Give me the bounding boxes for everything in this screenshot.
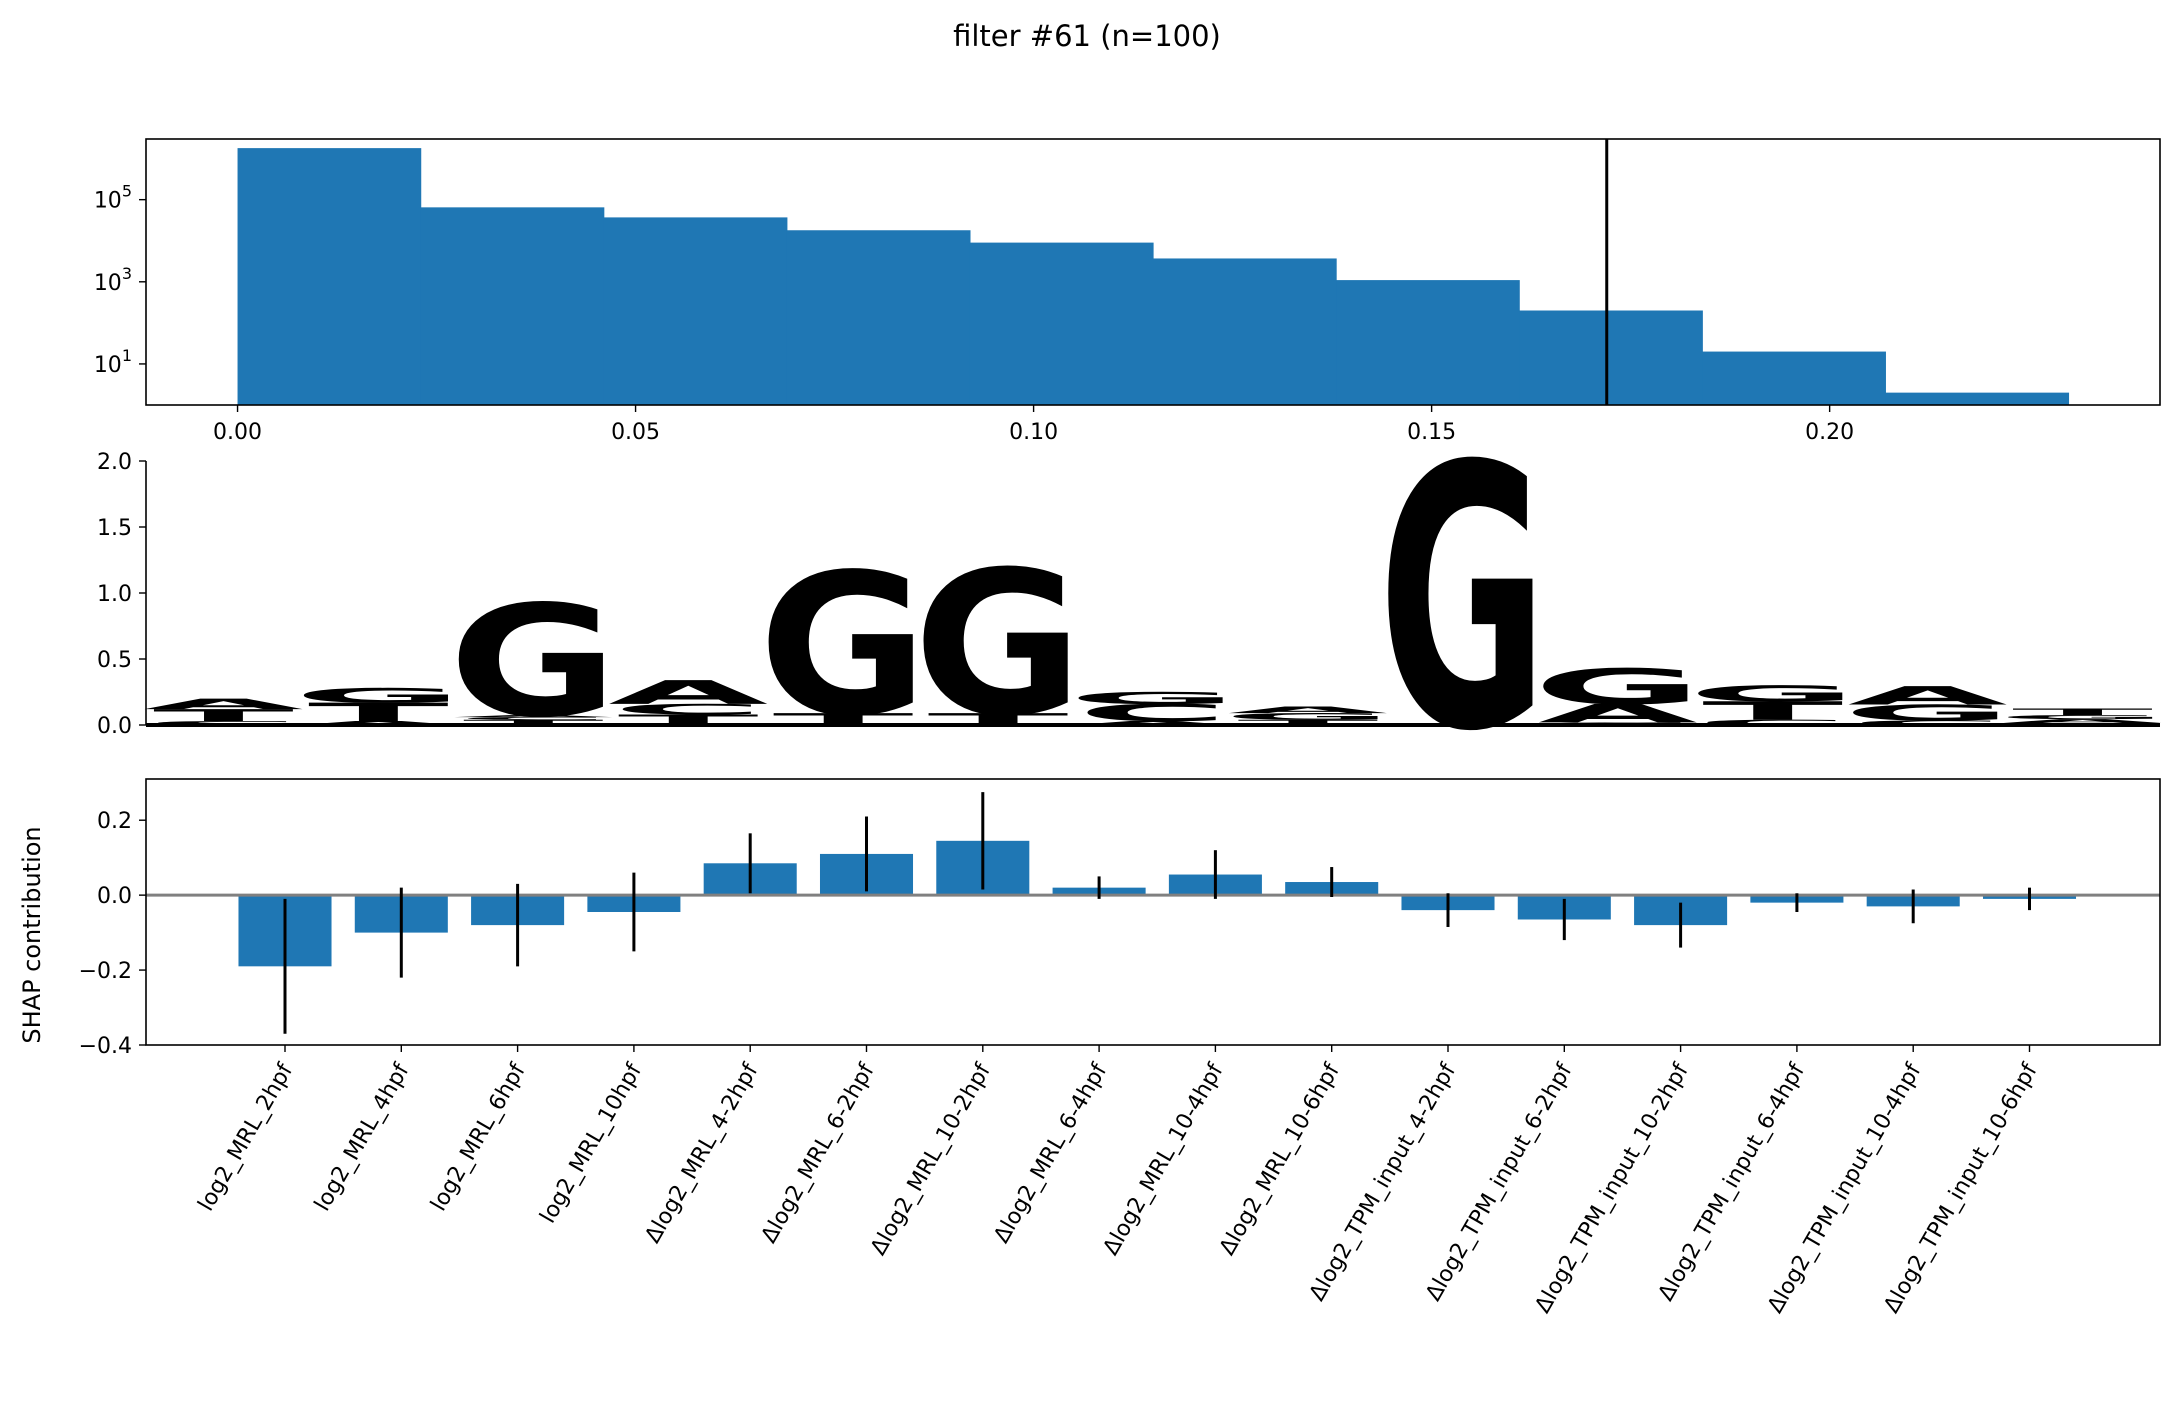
shap-x-tick-label: Δlog2_MRL_6-2hpf — [757, 1058, 881, 1247]
logo-letter-G: G — [294, 684, 464, 707]
histogram-bin — [786, 230, 971, 405]
histogram-y-tick-label: 101 — [94, 346, 132, 378]
logo-letter-C: C — [1852, 719, 2004, 726]
logo-y-tick-label: 1.0 — [97, 582, 132, 607]
logo-letter-T: T — [308, 697, 449, 727]
logo-letter-C: C — [612, 701, 764, 718]
shap-y-axis-label: SHAP contribution — [18, 826, 46, 1043]
logo-letter-G: G — [758, 532, 928, 759]
logo-letter-G: G — [1378, 391, 1548, 811]
shap-x-tick-label: Δlog2_MRL_10-4hpf — [1099, 1058, 1230, 1259]
histogram-bin — [1336, 280, 1520, 405]
shap-x-tick-label: log2_MRL_6hpf — [426, 1058, 531, 1215]
logo-letter-T: T — [153, 706, 294, 725]
logo-letter-A: A — [1228, 705, 1388, 716]
logo-letter-A: A — [1848, 681, 2008, 711]
logo-letter-A: A — [453, 715, 613, 718]
logo-y-tick-label: 2.0 — [97, 450, 132, 475]
histogram-x-tick-label: 0.10 — [1009, 420, 1058, 445]
shap-y-tick-label: −0.4 — [79, 1034, 132, 1059]
shap-y-tick-label: 0.2 — [97, 809, 132, 834]
histogram-x-tick-label: 0.15 — [1407, 420, 1456, 445]
sequence-logo-panel: CTAATGTCAGTCATGTGACGTGAGCAGCTGCGACAGT0.0… — [97, 391, 2167, 811]
logo-letter-G: G — [1068, 689, 1238, 708]
histogram-bin — [1885, 392, 2070, 405]
logo-letter-T: T — [463, 718, 604, 726]
histogram-frame — [145, 138, 2161, 406]
logo-letter-C: C — [457, 716, 609, 720]
histogram-panel: 0.00 0.05 0.10 0.15 0.20 101 103 105 — [94, 138, 2161, 445]
logo-letter-A: A — [143, 696, 303, 713]
shap-bar-panel: SHAP contribution −0.4 −0.2 0.0 0.2 log2_MRL… — [18, 778, 2161, 1317]
logo-letter-G: G — [448, 573, 618, 752]
histogram-y-tick-label: 103 — [94, 264, 132, 296]
logo-letter-G: G — [1533, 659, 1703, 716]
histogram-bin — [1702, 351, 1886, 405]
histogram-bin — [969, 242, 1154, 405]
logo-letter-G: G — [1998, 714, 2168, 720]
shap-x-tick-label: Δlog2_MRL_4-2hpf — [640, 1058, 764, 1247]
histogram-bin — [420, 207, 605, 405]
logo-y-tick-label: 1.5 — [97, 516, 132, 541]
histogram-bin — [1153, 258, 1337, 405]
histogram-bin — [237, 148, 422, 405]
logo-letter-G: G — [1223, 711, 1393, 722]
logo-letter-T: T — [1702, 696, 1843, 726]
shap-x-tick-label: Δlog2_MRL_6-4hpf — [989, 1058, 1113, 1247]
shap-x-tick-label: log2_MRL_4hpf — [310, 1058, 415, 1215]
histogram-x-tick-label: 0.00 — [213, 420, 262, 445]
logo-letter-T: T — [1237, 718, 1378, 726]
shap-x-tick-label: Δlog2_MRL_10-6hpf — [1215, 1058, 1346, 1259]
logo-letter-A: A — [2003, 718, 2163, 724]
histogram-x-tick-label: 0.05 — [611, 420, 660, 445]
logo-letter-G: G — [1843, 700, 2013, 725]
shap-x-tick-label: log2_MRL_2hpf — [194, 1058, 299, 1215]
histogram-y-tick-label: 105 — [94, 182, 132, 214]
logo-letter-C: C — [1697, 718, 1849, 726]
shap-y-tick-label: 0.0 — [97, 884, 132, 909]
logo-letter-C: C — [1077, 699, 1229, 726]
histogram-bin — [603, 217, 788, 405]
logo-letter-G: G — [1688, 681, 1858, 706]
histogram-bin — [1519, 310, 1703, 405]
figure-title: filter #61 (n=100) — [953, 19, 1221, 53]
logo-letter-T: T — [2012, 707, 2153, 718]
shap-x-tick-label: Δlog2_MRL_10-2hpf — [866, 1058, 997, 1259]
logo-letter-G: G — [913, 529, 1083, 760]
shap-frame — [145, 778, 2161, 1046]
logo-y-tick-label: 0.5 — [97, 648, 132, 673]
logo-y-tick-label: 0.0 — [97, 714, 132, 739]
shap-y-tick-label: −0.2 — [79, 959, 132, 984]
histogram-x-tick-label: 0.20 — [1805, 420, 1854, 445]
logo-letter-A: A — [608, 674, 768, 712]
shap-x-tick-label: log2_MRL_10hpf — [536, 1058, 648, 1227]
